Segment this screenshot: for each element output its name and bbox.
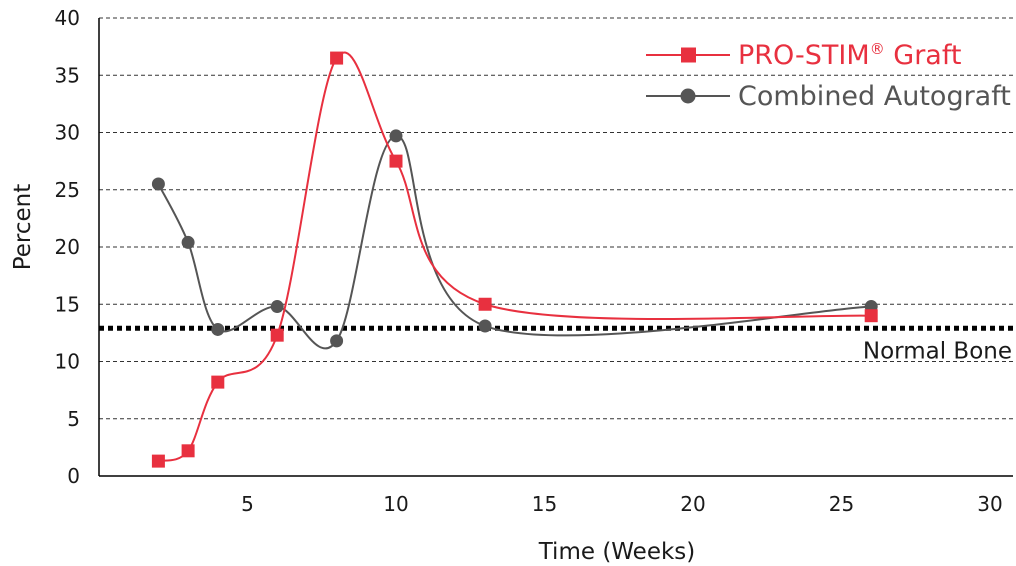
axes [98,18,1013,477]
y-tick-label: 40 [55,6,80,30]
x-tick-label: 15 [532,492,557,516]
data-point-square [270,328,284,342]
legend-item: Combined Autograft [646,81,1011,112]
data-point-circle [181,235,195,249]
y-tick-label: 5 [67,407,80,431]
x-tick-label: 25 [829,492,854,516]
data-point-circle [478,319,492,333]
data-point-square [330,51,344,65]
data-point-square [864,309,878,323]
y-tick-label: 0 [67,464,80,488]
series-line [157,134,872,350]
x-tick-label: 5 [241,492,254,516]
legend-square-marker [681,47,696,63]
legend-label: PRO-STIM® Graft [738,40,961,71]
grid-lines [99,17,1013,420]
data-point-circle [211,322,225,336]
y-axis-title: Percent [10,184,36,271]
data-point-square [181,444,195,458]
x-tick-label: 20 [680,492,705,516]
y-tick-label: 35 [55,63,80,87]
data-point-circle [270,300,284,314]
data-point-square [478,297,492,311]
x-axis-title: Time (Weeks) [538,539,696,565]
data-point-circle [151,177,165,191]
y-tick-label: 30 [55,121,80,145]
x-tick-label: 30 [977,492,1002,516]
series-line [158,51,872,463]
y-tick-label: 25 [55,178,80,202]
reference-label: Normal Bone [863,338,1012,364]
tick-labels: 0 5 10 15 20 25 30 35 40 5 10 15 20 25 30 [55,6,1003,516]
series-layer [151,51,878,468]
data-point-circle [389,129,403,143]
y-tick-label: 20 [55,235,80,259]
y-tick-label: 15 [55,292,80,316]
legend: PRO-STIM® Graft Combined Autograft [646,40,1011,112]
data-point-square [389,154,403,168]
normal-bone-reference: Normal Bone [99,325,1013,364]
data-point-square [211,375,225,389]
x-tick-label: 10 [383,492,408,516]
series-combined-autograft [151,129,878,350]
legend-label: Combined Autograft [738,81,1011,112]
data-point-square [151,454,165,468]
legend-circle-marker [680,88,696,104]
legend-item: PRO-STIM® Graft [646,40,961,71]
series-pro-stim-graft [151,51,878,468]
data-point-circle [330,334,344,348]
y-tick-label: 10 [55,350,80,374]
